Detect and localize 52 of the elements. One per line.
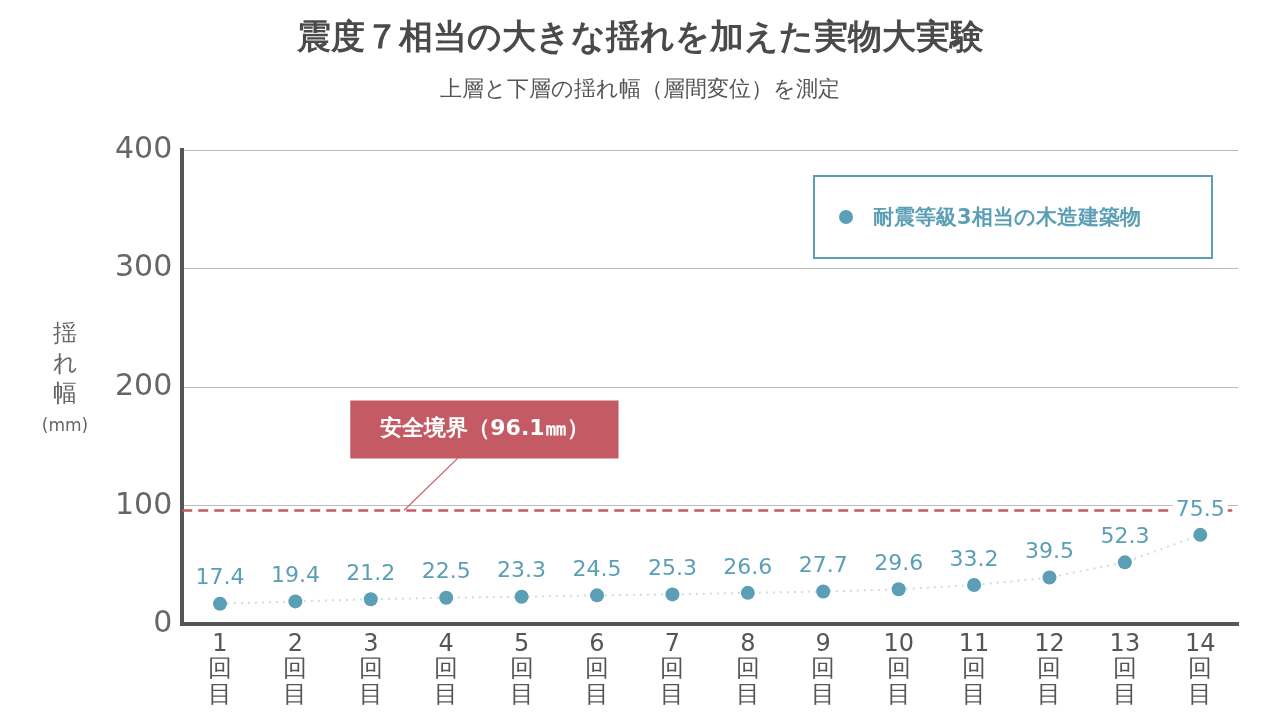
x-tick-label: 8回目	[735, 629, 760, 708]
point	[1042, 570, 1057, 585]
data-label: 27.7	[798, 552, 848, 578]
x-tick-label: 4回目	[434, 629, 459, 708]
x-tick-label: 9回目	[811, 629, 836, 708]
data-label: 17.4	[195, 564, 245, 590]
y-axis-title: 揺れ幅 (mm)	[40, 318, 90, 435]
point	[816, 584, 831, 599]
data-label: 33.2	[949, 545, 999, 571]
y-tick-label: 0	[153, 604, 173, 640]
chart-subtitle: 上層と下層の揺れ幅（層間変位）を測定	[439, 75, 841, 103]
x-tick-label: 12回目	[1034, 629, 1065, 708]
ref-line-label: 安全境界（96.1㎜）	[380, 415, 589, 441]
point	[1117, 555, 1132, 570]
point	[514, 589, 529, 604]
x-tick-label: 3回目	[358, 629, 383, 708]
data-label: 23.3	[497, 557, 547, 583]
x-tick-label: 14回目	[1185, 629, 1216, 708]
data-label: 24.5	[572, 556, 622, 582]
y-tick-label: 300	[115, 248, 173, 284]
data-label: 52.3	[1100, 523, 1150, 549]
legend-label: 耐震等級3相当の木造建築物	[873, 204, 1141, 231]
point	[1193, 527, 1208, 542]
data-label: 25.3	[647, 555, 697, 581]
y-tick-label: 100	[115, 485, 173, 521]
point	[288, 594, 303, 609]
x-tick-label: 7回目	[660, 629, 685, 708]
data-label: 26.6	[723, 553, 773, 579]
y-tick-label: 400	[115, 129, 173, 165]
data-label: 22.5	[421, 558, 471, 584]
point	[891, 582, 906, 597]
data-label: 19.4	[270, 562, 320, 588]
x-tick-label: 1回目	[207, 629, 232, 708]
point	[212, 596, 227, 611]
y-tick-label: 200	[115, 367, 173, 402]
point	[665, 587, 680, 602]
x-tick-label: 11回目	[958, 629, 990, 708]
data-label: 75.5	[1175, 495, 1225, 521]
x-tick-label: 13回目	[1109, 629, 1141, 708]
x-tick-label: 10回目	[883, 629, 914, 708]
point	[967, 578, 982, 593]
data-label: 39.5	[1024, 538, 1074, 564]
point	[740, 585, 755, 600]
data-label: 21.2	[346, 559, 396, 585]
x-tick-label: 2回目	[283, 629, 308, 708]
chart-title: 震度７相当の大きな揺れを加えた実物大実験	[295, 15, 985, 58]
data-label: 29.6	[874, 550, 924, 576]
point	[590, 588, 605, 603]
point	[363, 592, 378, 607]
point	[439, 590, 454, 605]
x-tick-label: 6回目	[585, 629, 610, 708]
x-tick-label: 5回目	[509, 629, 534, 708]
